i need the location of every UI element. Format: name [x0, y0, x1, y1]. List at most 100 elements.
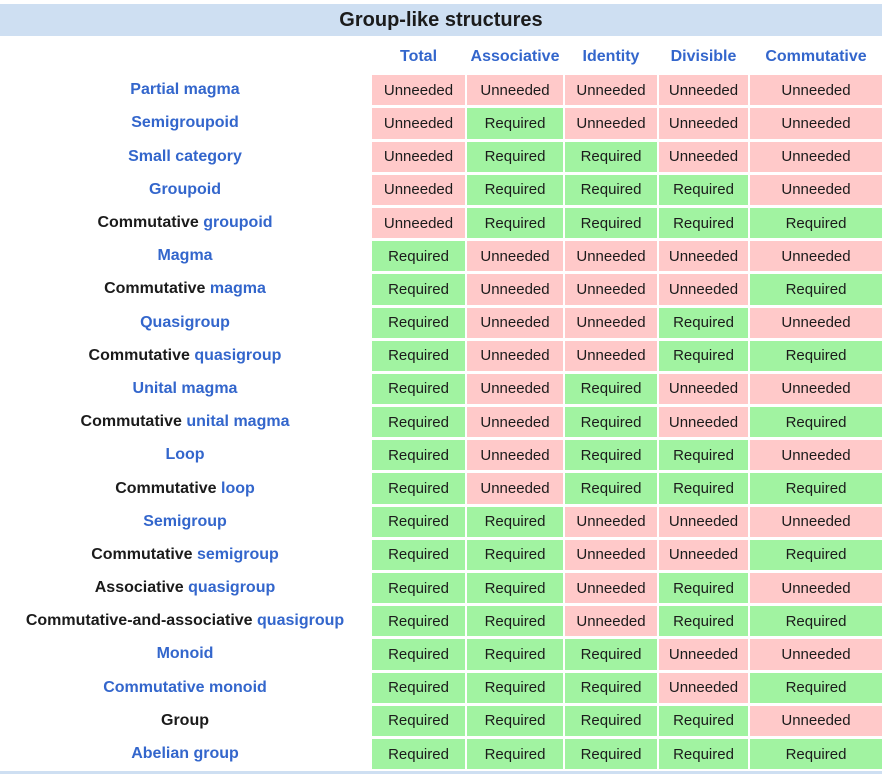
value-cell-commutative-row-4: Unneeded — [750, 174, 882, 205]
value-cell-divisible-row-7: Unneeded — [659, 274, 748, 305]
value-cell-divisible-row-17: Required — [659, 606, 748, 637]
row-label-unital-magma: Unital magma — [0, 374, 370, 404]
row-label-text: Group — [161, 711, 209, 729]
value-cell-identity-row-6: Unneeded — [565, 241, 657, 272]
value-cell-associative-row-5: Required — [467, 207, 563, 239]
value-cell-divisible-row-1: Unneeded — [659, 75, 748, 106]
row-label-link[interactable]: Groupoid — [149, 180, 221, 198]
value-cell-identity-row-7: Unneeded — [565, 274, 657, 305]
value-cell-total-row-14: Required — [372, 506, 465, 537]
row-label-link[interactable]: semigroup — [197, 545, 279, 563]
value-cell-associative-row-12: Unneeded — [467, 440, 563, 471]
value-cell-identity-row-1: Unneeded — [565, 75, 657, 106]
column-header-associative[interactable]: Associative — [470, 48, 560, 66]
value-cell-divisible-row-20: Required — [659, 705, 748, 736]
value-cell-commutative-row-18: Unneeded — [750, 639, 882, 670]
value-cell-commutative-row-15: Required — [750, 539, 882, 570]
value-cell-identity-row-15: Unneeded — [565, 539, 657, 570]
value-cell-associative-row-6: Unneeded — [467, 241, 563, 272]
value-cell-commutative-row-14: Unneeded — [750, 506, 882, 537]
value-cell-commutative-row-13: Required — [750, 473, 882, 504]
next-navbox-edge — [0, 771, 882, 774]
value-cell-associative-row-14: Required — [467, 506, 563, 537]
value-cell-commutative-row-6: Unneeded — [750, 241, 882, 272]
value-cell-identity-row-19: Required — [565, 672, 657, 703]
value-cell-associative-row-16: Required — [467, 573, 563, 604]
row-label-semigroupoid: Semigroupoid — [0, 108, 370, 138]
value-cell-divisible-row-11: Unneeded — [659, 407, 748, 438]
value-cell-associative-row-21: Required — [467, 738, 563, 770]
value-cell-divisible-row-8: Required — [659, 307, 748, 338]
value-cell-identity-row-13: Required — [565, 473, 657, 504]
value-cell-identity-row-8: Unneeded — [565, 307, 657, 338]
value-cell-commutative-row-11: Required — [750, 407, 882, 438]
value-cell-total-row-7: Required — [372, 274, 465, 305]
value-cell-identity-row-20: Required — [565, 705, 657, 736]
value-cell-total-row-8: Required — [372, 307, 465, 338]
value-cell-identity-row-17: Unneeded — [565, 606, 657, 637]
row-label-text: Commutative-and-associative — [25, 612, 258, 630]
corner-cell — [0, 42, 370, 72]
value-cell-total-row-15: Required — [372, 539, 465, 570]
row-label-link[interactable]: Quasigroup — [140, 313, 230, 331]
value-cell-commutative-row-1: Unneeded — [750, 75, 882, 106]
value-cell-divisible-row-18: Unneeded — [659, 639, 748, 670]
row-label-link[interactable]: quasigroup — [194, 346, 282, 364]
row-label-link[interactable]: Semigroup — [143, 512, 227, 530]
row-label-link[interactable]: Magma — [157, 247, 213, 265]
row-label-link[interactable]: groupoid — [203, 214, 273, 232]
row-label-commutative-quasigroup: Commutative quasigroup — [0, 341, 370, 371]
column-header-commutative[interactable]: Commutative — [765, 48, 867, 66]
row-label-link[interactable]: unital magma — [186, 413, 290, 431]
value-cell-total-row-20: Required — [372, 705, 465, 736]
value-cell-associative-row-2: Required — [467, 108, 563, 139]
value-cell-identity-row-9: Unneeded — [565, 340, 657, 371]
column-header-divisible[interactable]: Divisible — [670, 48, 737, 66]
value-cell-commutative-row-21: Required — [750, 738, 882, 770]
row-label-link[interactable]: magma — [209, 280, 266, 298]
value-cell-identity-row-18: Required — [565, 639, 657, 670]
value-cell-identity-row-3: Required — [565, 141, 657, 172]
value-cell-divisible-row-13: Required — [659, 473, 748, 504]
row-label-link[interactable]: Commutative monoid — [103, 678, 267, 696]
value-cell-associative-row-18: Required — [467, 639, 563, 670]
value-cell-commutative-row-10: Unneeded — [750, 373, 882, 405]
column-header-total[interactable]: Total — [399, 48, 438, 66]
row-label-link[interactable]: Small category — [128, 147, 242, 165]
row-label-semigroup: Semigroup — [0, 507, 370, 537]
row-label-small-category: Small category — [0, 142, 370, 172]
row-label-link[interactable]: Unital magma — [132, 379, 238, 397]
value-cell-total-row-11: Required — [372, 407, 465, 438]
value-cell-associative-row-20: Required — [467, 705, 563, 736]
row-label-link[interactable]: quasigroup — [257, 612, 345, 630]
value-cell-divisible-row-6: Unneeded — [659, 241, 748, 272]
row-label-link[interactable]: loop — [221, 479, 255, 497]
value-cell-commutative-row-16: Unneeded — [750, 573, 882, 604]
row-label-link[interactable]: Semigroupoid — [131, 114, 239, 132]
value-cell-identity-row-2: Unneeded — [565, 108, 657, 139]
value-cell-identity-row-12: Required — [565, 440, 657, 471]
value-cell-divisible-row-5: Required — [659, 207, 748, 239]
row-label-text: Commutative — [115, 479, 222, 497]
value-cell-total-row-17: Required — [372, 606, 465, 637]
value-cell-commutative-row-9: Required — [750, 340, 882, 371]
value-cell-total-row-19: Required — [372, 672, 465, 703]
value-cell-associative-row-9: Unneeded — [467, 340, 563, 371]
row-label-link[interactable]: Monoid — [156, 645, 214, 663]
row-label-link[interactable]: Abelian group — [131, 745, 239, 763]
value-cell-divisible-row-14: Unneeded — [659, 506, 748, 537]
row-label-text: Commutative — [97, 214, 204, 232]
row-label-link[interactable]: Loop — [165, 446, 205, 464]
value-cell-total-row-5: Unneeded — [372, 207, 465, 239]
table-title: Group-like structures — [0, 4, 882, 36]
value-cell-commutative-row-20: Unneeded — [750, 705, 882, 736]
row-label-link[interactable]: quasigroup — [188, 579, 276, 597]
row-label-text: Commutative — [88, 346, 195, 364]
row-label-commutative-and-associative-quasigroup: Commutative-and-associative quasigroup — [0, 606, 370, 636]
value-cell-total-row-9: Required — [372, 340, 465, 371]
value-cell-total-row-4: Unneeded — [372, 174, 465, 205]
row-label-link[interactable]: Partial magma — [130, 81, 240, 99]
value-cell-identity-row-11: Required — [565, 407, 657, 438]
value-cell-identity-row-14: Unneeded — [565, 506, 657, 537]
column-header-identity[interactable]: Identity — [582, 48, 640, 66]
